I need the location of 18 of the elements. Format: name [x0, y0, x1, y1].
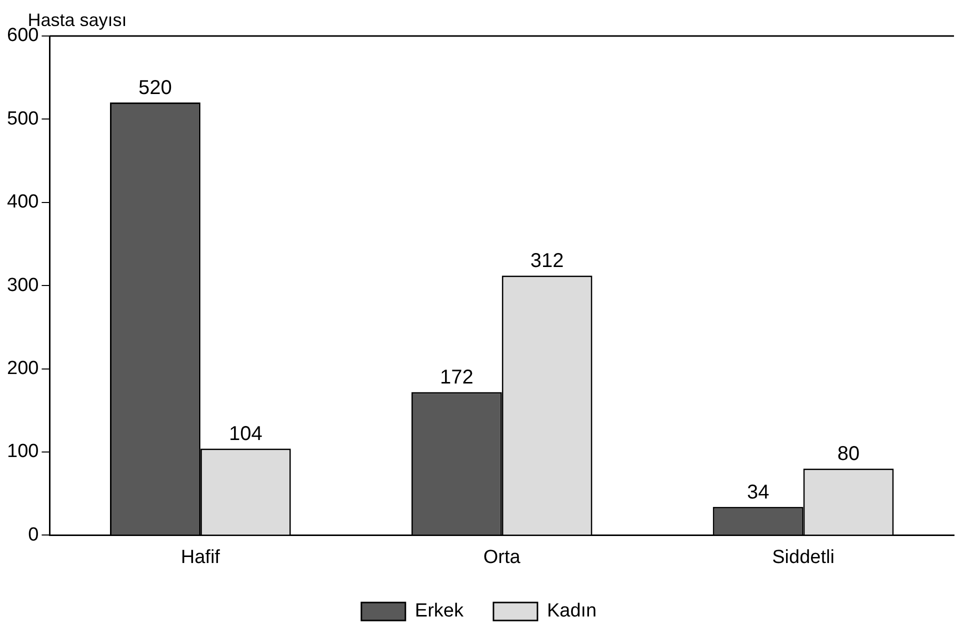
x-tick-label: Orta	[483, 546, 521, 568]
data-label: 520	[138, 77, 172, 100]
data-label: 312	[530, 250, 564, 272]
y-tick-label: 100	[7, 441, 39, 462]
y-tick-label: 600	[7, 25, 39, 46]
y-tick-label: 500	[7, 108, 39, 130]
data-label: 172	[440, 366, 474, 389]
x-tick-label: Siddetli	[772, 546, 834, 568]
data-label: 104	[228, 423, 262, 446]
legend-label: Kadın	[546, 600, 597, 622]
y-tick-label: 400	[7, 192, 39, 213]
data-label: 80	[837, 443, 860, 466]
y-tick-label: 200	[7, 358, 39, 380]
y-tick-label: 0	[28, 524, 39, 546]
y-tick-label: 300	[7, 274, 39, 296]
legend-label: Erkek	[414, 600, 464, 622]
x-tick-label: Hafif	[180, 546, 221, 568]
data-label: 34	[746, 481, 770, 504]
